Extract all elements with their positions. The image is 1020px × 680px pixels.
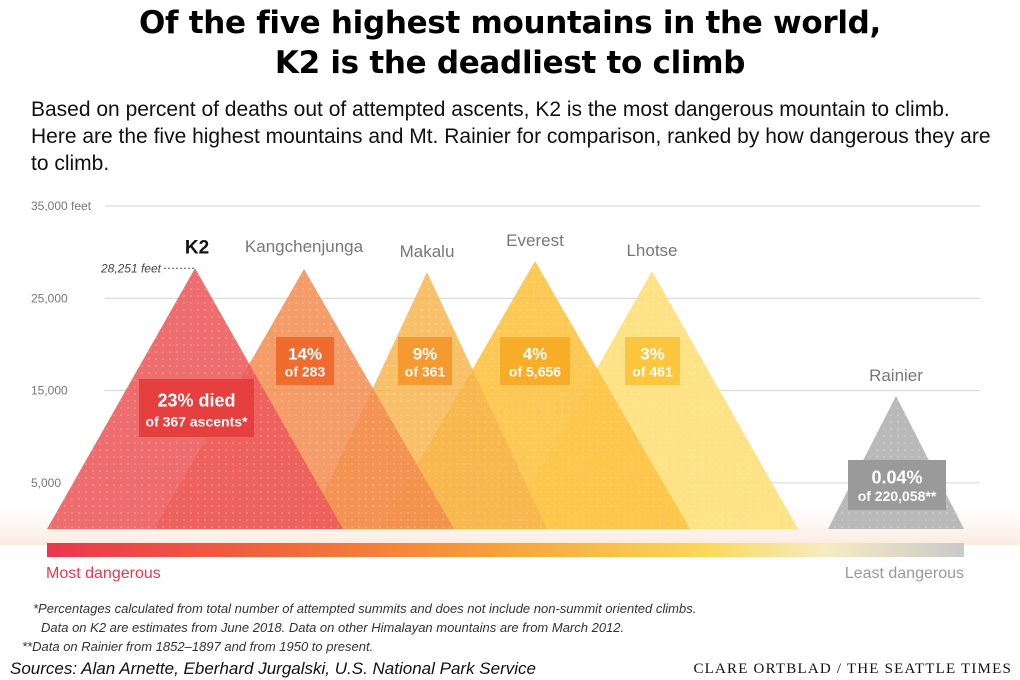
- ascents-label: of 220,058**: [858, 488, 937, 504]
- stat-box-kangchenjunga: [276, 337, 334, 385]
- stat-box-k2: [139, 379, 254, 437]
- death-pct-label: 3%: [640, 345, 665, 364]
- scale-right-label: Least dangerous: [845, 565, 964, 582]
- ascents-label: of 361: [405, 363, 446, 379]
- mountain-chart: 5,000 15,000 25,000 35,000 feet K2 Kangchenju…: [0, 199, 1020, 582]
- k2-height-label: 28,251 feet: [100, 261, 162, 275]
- credit-line: CLARE ORTBLAD / THE SEATTLE TIMES: [693, 661, 1012, 677]
- stat-box-rainier: [848, 460, 946, 510]
- death-pct-label: 4%: [523, 345, 548, 364]
- mountain-name-label: K2: [185, 237, 209, 258]
- death-pct-label: 9%: [413, 345, 438, 364]
- danger-scale-bar: [47, 543, 964, 557]
- sources-line: Sources: Alan Arnette, Eberhard Jurgalsk…: [10, 659, 536, 678]
- ascents-label: of 367 ascents*: [146, 414, 248, 430]
- footnote-1: *Percentages calculated from total numbe…: [33, 601, 697, 616]
- mountain-name-label: Kangchenjunga: [245, 237, 364, 256]
- y-tick-label: 25,000: [31, 291, 68, 305]
- mountain-name-label: Makalu: [400, 242, 455, 261]
- mountain-name-label: Lhotse: [626, 241, 677, 260]
- chart-title-line-1: Of the five highest mountains in the wor…: [138, 5, 882, 41]
- y-tick-label: 35,000 feet: [31, 199, 92, 213]
- ascents-label: of 283: [285, 363, 326, 379]
- mountain-name-label: Rainier: [869, 366, 923, 385]
- y-tick-label: 15,000: [31, 384, 68, 398]
- stat-box-makalu: [398, 337, 452, 385]
- chart-subtitle: Based on percent of deaths out of attemp…: [31, 98, 991, 175]
- mountain-name-label: Everest: [506, 231, 564, 250]
- death-pct-label: 0.04%: [871, 468, 922, 488]
- ascents-label: of 5,656: [509, 363, 561, 379]
- stat-box-lhotse: [625, 337, 680, 385]
- scale-left-label: Most dangerous: [46, 565, 161, 582]
- stat-box-everest: [500, 337, 570, 385]
- death-pct-label: 23% died: [157, 390, 235, 410]
- death-pct-label: 14%: [288, 345, 322, 364]
- ascents-label: of 461: [632, 363, 673, 379]
- chart-title-line-2: K2 is the deadliest to climb: [274, 45, 746, 81]
- y-tick-label: 5,000: [31, 476, 61, 490]
- footnote-3: **Data on Rainier from 1852–1897 and fro…: [22, 639, 374, 654]
- footnote-2: Data on K2 are estimates from June 2018.…: [41, 620, 625, 635]
